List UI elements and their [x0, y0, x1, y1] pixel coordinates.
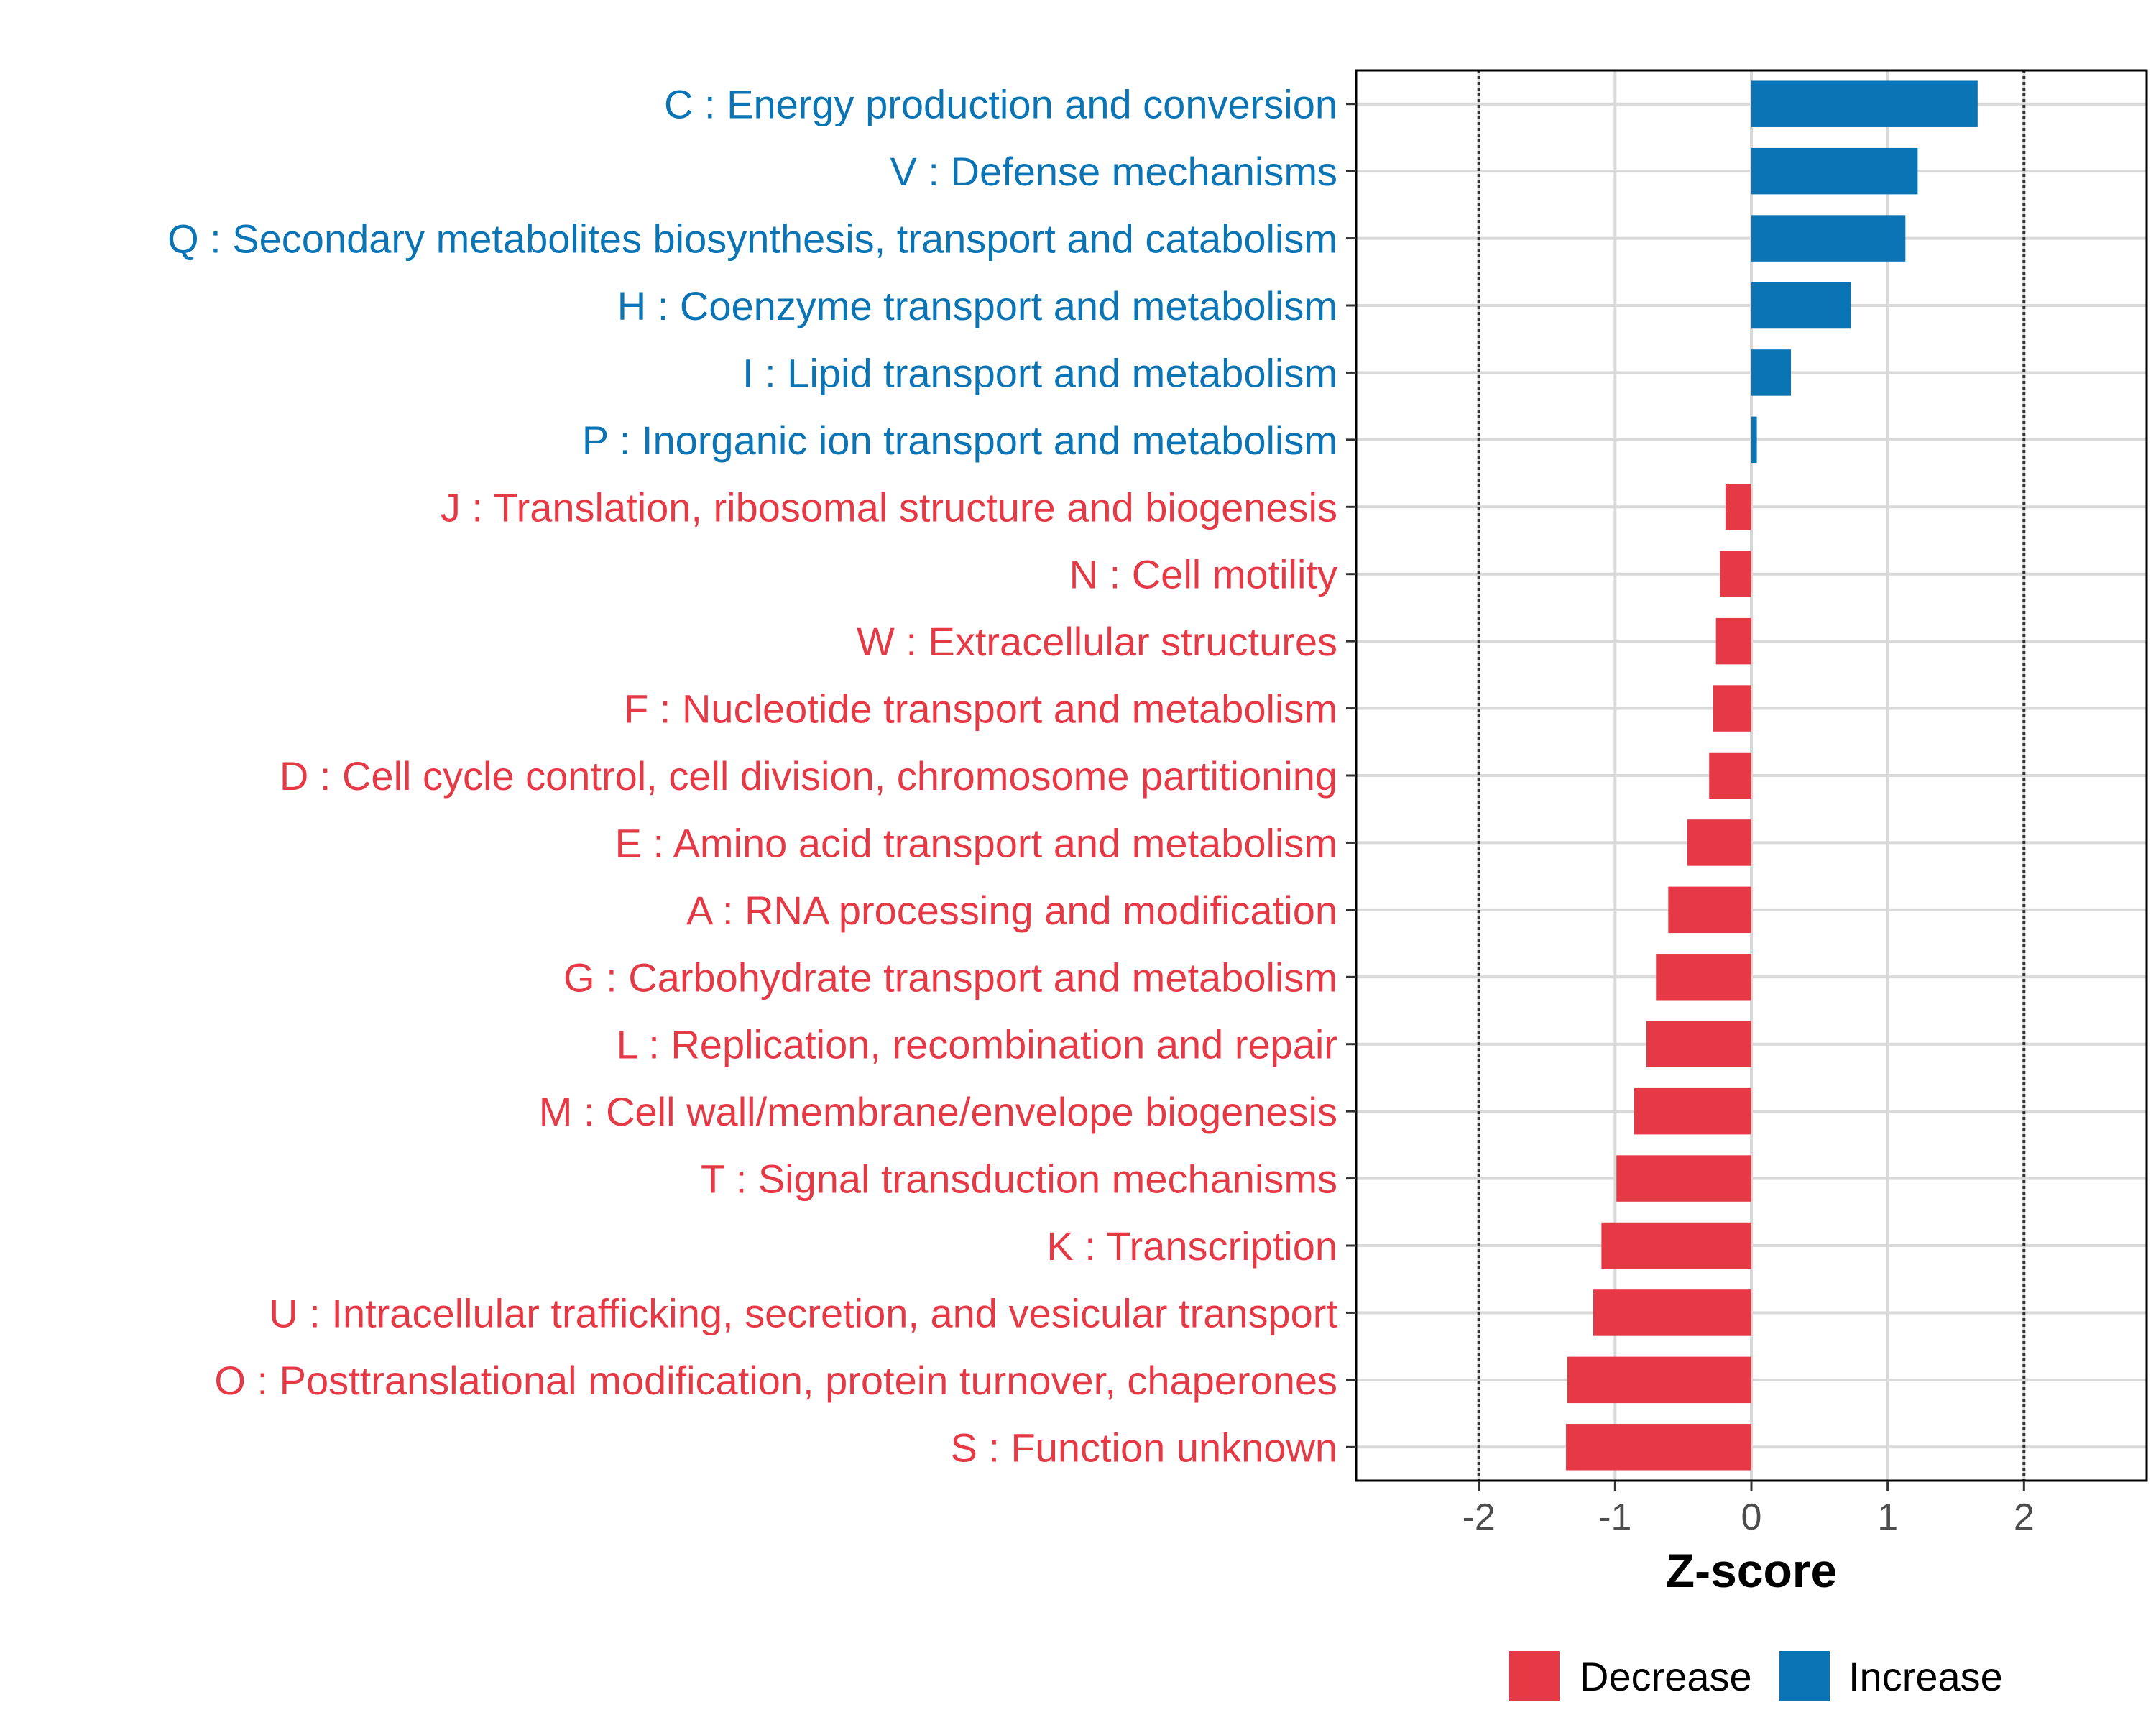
bar-16: [1616, 1155, 1751, 1202]
category-label-0: C : Energy production and conversion: [664, 82, 1337, 127]
legend-label-increase: Increase: [1848, 1654, 2003, 1699]
bar-11: [1687, 819, 1751, 866]
category-label-19: O : Posttranslational modification, prot…: [214, 1358, 1337, 1403]
x-tick-label-3: 1: [1877, 1496, 1898, 1538]
x-tick-label-2: 0: [1741, 1496, 1762, 1538]
legend-swatch-decrease: [1509, 1651, 1560, 1701]
bar-9: [1713, 685, 1751, 732]
y-axis-ticks: [1346, 103, 1356, 1448]
y-axis-category-labels: C : Energy production and conversion V : …: [167, 82, 1337, 1471]
bar-18: [1593, 1289, 1751, 1336]
category-label-13: G : Carbohydrate transport and metabolis…: [563, 954, 1337, 1000]
bar-4: [1751, 349, 1791, 396]
bar-1: [1751, 147, 1918, 195]
bar-8: [1715, 617, 1751, 665]
bar-19: [1567, 1356, 1751, 1404]
legend: Decrease Increase: [1509, 1651, 2003, 1701]
bar-5: [1751, 416, 1757, 464]
bar-10: [1709, 752, 1751, 799]
category-label-5: P : Inorganic ion transport and metaboli…: [582, 418, 1337, 463]
category-label-12: A : RNA processing and modification: [686, 888, 1337, 933]
legend-swatch-increase: [1779, 1651, 1830, 1701]
category-label-18: U : Intracellular trafficking, secretion…: [269, 1290, 1337, 1335]
bar-6: [1725, 484, 1751, 530]
reference-lines: [1477, 70, 2026, 1481]
category-label-2: Q : Secondary metabolites biosynthesis, …: [167, 216, 1337, 262]
category-label-4: I : Lipid transport and metabolism: [742, 350, 1337, 395]
x-tick-label-4: 2: [2014, 1496, 2035, 1538]
category-label-9: F : Nucleotide transport and metabolism: [624, 686, 1337, 732]
bars: [1566, 80, 1978, 1471]
x-axis-title: Z-score: [1666, 1544, 1837, 1597]
bar-17: [1601, 1222, 1751, 1269]
category-label-3: H : Coenzyme transport and metabolism: [617, 283, 1337, 328]
category-label-11: E : Amino acid transport and metabolism: [615, 820, 1337, 865]
bar-20: [1566, 1424, 1751, 1471]
bar-3: [1751, 282, 1851, 329]
bar-12: [1668, 886, 1751, 934]
bar-14: [1646, 1021, 1751, 1067]
bar-13: [1656, 954, 1751, 1000]
category-label-1: V : Defense mechanisms: [890, 149, 1337, 194]
category-label-15: M : Cell wall/membrane/envelope biogenes…: [539, 1089, 1337, 1134]
x-tick-label-1: -1: [1598, 1496, 1631, 1538]
category-label-7: N : Cell motility: [1069, 552, 1337, 597]
bar-7: [1720, 551, 1751, 597]
category-label-16: T : Signal transduction mechanisms: [701, 1156, 1337, 1202]
category-label-6: J : Translation, ribosomal structure and…: [441, 484, 1337, 530]
category-label-14: L : Replication, recombination and repai…: [617, 1022, 1337, 1067]
legend-label-decrease: Decrease: [1580, 1654, 1752, 1699]
bar-2: [1751, 215, 1906, 262]
category-label-17: K : Transcription: [1046, 1223, 1337, 1269]
category-label-10: D : Cell cycle control, cell division, c…: [280, 753, 1337, 799]
bar-15: [1634, 1087, 1751, 1135]
x-axis-ticks: -2 -1 0 1 2: [1462, 1481, 2035, 1538]
category-label-8: W : Extracellular structures: [857, 619, 1337, 664]
x-tick-label-0: -2: [1462, 1496, 1496, 1538]
category-label-20: S : Function unknown: [950, 1425, 1337, 1470]
bar-0: [1751, 80, 1978, 127]
